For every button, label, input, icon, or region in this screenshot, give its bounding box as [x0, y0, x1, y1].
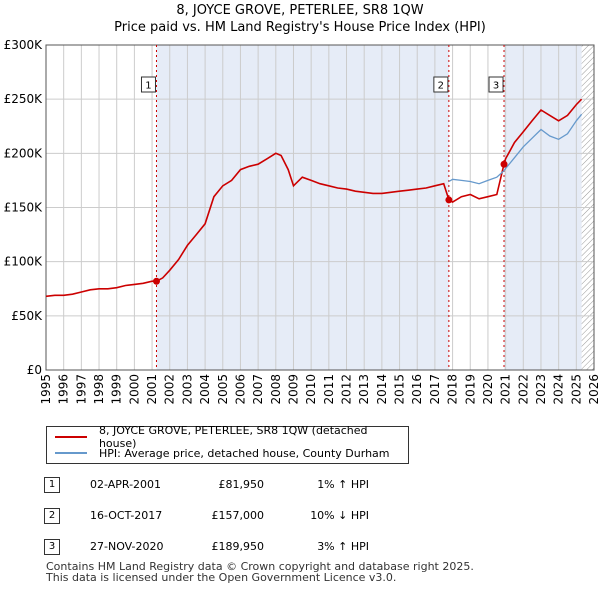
x-tick-label: 2016 [410, 374, 424, 405]
x-tick-label: 2024 [552, 374, 566, 405]
y-tick-label: £50K [11, 309, 43, 323]
x-tick-label: 2006 [233, 374, 247, 405]
x-tick-label: 2001 [145, 374, 159, 405]
marker-label: 3 [493, 81, 499, 92]
transaction-hpi: 3% ↑ HPI [317, 540, 369, 553]
transaction-price: £157,000 [211, 509, 265, 522]
y-tick-label: £0 [27, 363, 42, 377]
x-tick-label: 2018 [446, 374, 460, 405]
marker-label: 2 [438, 81, 444, 92]
transaction-hpi: 10% ↓ HPI [310, 509, 369, 522]
transaction-hpi: 1% ↑ HPI [317, 478, 369, 491]
property-price-line [45, 98, 583, 298]
transaction-date: 27-NOV-2020 [90, 540, 164, 553]
x-tick-label: 2026 [587, 374, 600, 405]
x-tick-label: 2007 [251, 374, 265, 405]
x-tick-label: 1999 [110, 374, 124, 405]
x-tick-label: 2022 [516, 374, 530, 405]
x-tick-label: 2009 [286, 374, 300, 405]
x-tick-label: 2020 [481, 374, 495, 405]
y-tick-label: £300K [4, 38, 44, 52]
x-tick-label: 2021 [499, 374, 513, 405]
transaction-date: 02-APR-2001 [90, 478, 162, 491]
plot-frame [45, 44, 595, 371]
x-tick-label: 2000 [127, 374, 141, 405]
x-tick-label: 1996 [57, 374, 71, 405]
sale-point [152, 277, 160, 285]
hpi-line [448, 113, 583, 185]
legend-swatch-red [55, 436, 87, 438]
transaction-number: 1 [44, 477, 60, 493]
transaction-number: 3 [44, 539, 60, 555]
chart-subtitle: Price paid vs. HM Land Registry's House … [114, 20, 486, 35]
x-tick-label: 2002 [163, 374, 177, 405]
x-tick-label: 1998 [92, 374, 106, 405]
legend: 8, JOYCE GROVE, PETERLEE, SR8 1QW (detac… [46, 424, 409, 464]
x-tick-label: 2005 [216, 374, 230, 405]
chart-title: 8, JOYCE GROVE, PETERLEE, SR8 1QW [176, 3, 424, 18]
footer: Contains HM Land Registry data © Crown c… [46, 561, 474, 583]
x-tick-label: 2019 [463, 374, 477, 405]
transaction-price: £189,950 [211, 540, 265, 553]
x-tick-label: 2011 [322, 374, 336, 405]
x-tick-label: 2010 [304, 374, 318, 405]
transaction-price: £81,950 [218, 478, 265, 491]
transaction-number: 2 [44, 508, 60, 524]
legend-item-property: 8, JOYCE GROVE, PETERLEE, SR8 1QW (detac… [55, 424, 408, 450]
y-tick-label: £100K [4, 255, 44, 269]
x-tick-label: 2014 [375, 374, 389, 405]
footer-licence: This data is licensed under the Open Gov… [46, 571, 397, 584]
marker-label: 1 [145, 81, 151, 92]
footer-copyright: Contains HM Land Registry data © Crown c… [46, 560, 474, 573]
y-tick-label: £150K [4, 201, 44, 215]
marker-box [140, 76, 156, 93]
x-tick-label: 2013 [357, 374, 371, 405]
x-tick-label: 2025 [569, 374, 583, 405]
sale-point [500, 160, 508, 168]
sale-point [445, 196, 453, 204]
x-tick-label: 2008 [269, 374, 283, 405]
x-tick-label: 2017 [428, 374, 442, 405]
x-tick-label: 1997 [74, 374, 88, 405]
marker-box [488, 76, 504, 93]
legend-label-property: 8, JOYCE GROVE, PETERLEE, SR8 1QW (detac… [98, 424, 368, 450]
legend-item-hpi: HPI: Average price, detached house, Coun… [55, 445, 390, 461]
x-tick-label: 2012 [340, 374, 354, 405]
x-tick-label: 2003 [180, 374, 194, 405]
x-tick-label: 1995 [39, 374, 53, 405]
x-tick-label: 2004 [198, 374, 212, 405]
x-tick-label: 2015 [393, 374, 407, 405]
legend-label-hpi: HPI: Average price, detached house, Coun… [99, 446, 390, 460]
legend-swatch-blue [55, 452, 87, 454]
transaction-date: 16-OCT-2017 [90, 509, 163, 522]
x-tick-label: 2023 [534, 374, 548, 405]
marker-box [433, 76, 449, 93]
y-tick-label: £200K [4, 146, 44, 160]
y-tick-label: £250K [4, 92, 44, 106]
